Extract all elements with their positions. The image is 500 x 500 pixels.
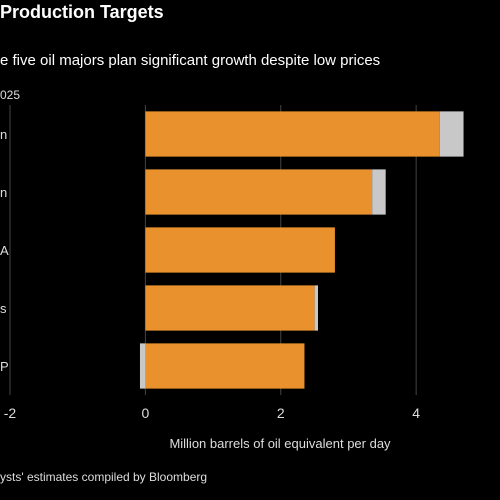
- chart-subtitle: e five oil majors plan significant growt…: [0, 52, 381, 69]
- bar-primary: [145, 343, 305, 389]
- bar-secondary: [372, 169, 386, 215]
- category-label: s: [0, 301, 7, 316]
- bar-secondary: [139, 343, 146, 389]
- x-tick-label: 2: [277, 405, 285, 421]
- category-label: P: [0, 359, 9, 374]
- x-axis-label: Million barrels of oil equivalent per da…: [169, 436, 391, 451]
- category-label: A: [0, 243, 9, 258]
- bar-secondary: [439, 111, 464, 157]
- x-tick-label: -2: [4, 405, 17, 421]
- chart-title: Production Targets: [0, 2, 164, 22]
- x-tick-labels: -2 0 2 4: [4, 405, 420, 421]
- bar-secondary: [314, 285, 318, 331]
- year-label: 025: [0, 88, 21, 102]
- category-label: n: [0, 127, 7, 142]
- source-footnote: ysts' estimates compiled by Bloomberg: [0, 470, 208, 484]
- category-label: n: [0, 185, 7, 200]
- bar-primary: [145, 111, 440, 157]
- category-labels: n n As P: [0, 127, 9, 374]
- x-tick-label: 4: [412, 405, 420, 421]
- bar-primary: [145, 227, 335, 273]
- x-tick-label: 0: [141, 405, 149, 421]
- bars: [139, 111, 464, 389]
- bar-primary: [145, 169, 373, 215]
- bar-primary: [145, 285, 315, 331]
